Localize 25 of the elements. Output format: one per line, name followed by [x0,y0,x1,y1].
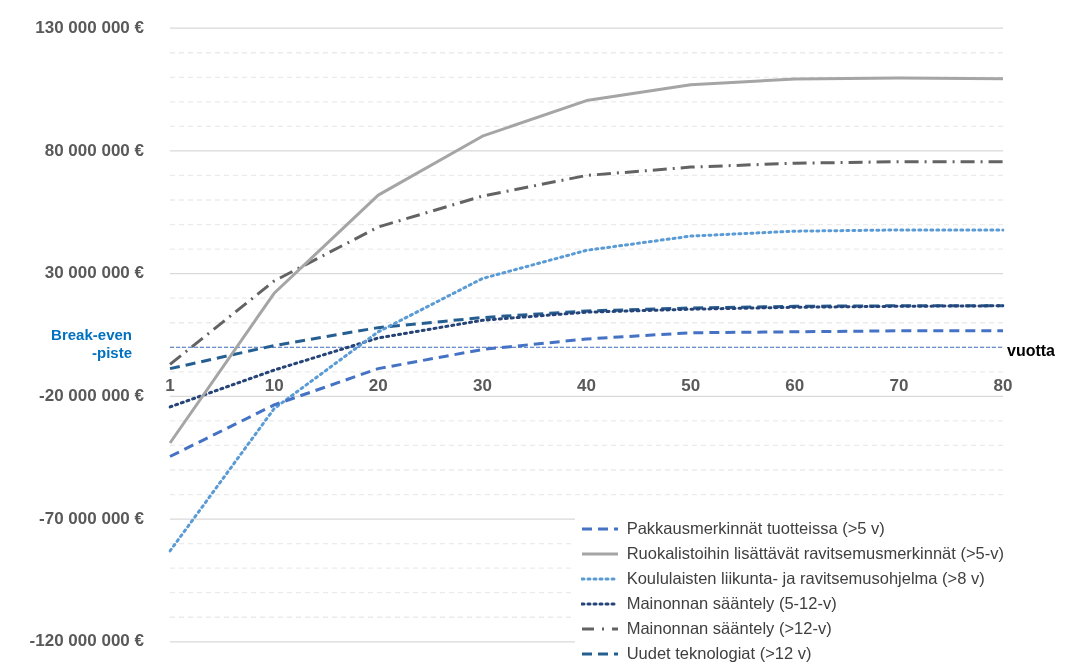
x-tick-label: 50 [681,375,701,395]
legend-label: Mainonnan sääntely (>12-v) [626,619,832,638]
y-tick-label: -120 000 000 € [29,631,145,651]
y-tick-label: -20 000 000 € [39,386,145,406]
x-axis-title: vuotta [1007,341,1056,359]
legend-label: Pakkausmerkinnät tuotteissa (>5 v) [626,519,885,538]
legend-label: Uudet teknologiat (>12 v) [626,644,812,663]
y-tick-label: 130 000 000 € [35,17,145,37]
line-series [168,304,1005,371]
x-tick-label: 60 [785,375,805,395]
x-tick-label: 30 [472,375,492,395]
x-tick-label: 80 [993,375,1013,395]
legend-label: Mainonnan sääntely (5-12-v) [626,594,837,613]
ref-line-label: Break-even -piste [51,326,132,362]
x-tick-label: 1 [165,375,175,395]
legend-label: Ruokalistoihin lisättävät ravitsemusmerkinnät (>5-v) [626,544,1004,563]
line-series [168,160,1005,366]
x-tick-label: 10 [264,375,284,395]
y-tick-label: 30 000 000 € [44,263,145,283]
legend-label: Koululaisten liikunta- ja ravitsemusohjelma (>8 v) [626,569,985,588]
x-tick-label: 70 [889,375,909,395]
y-tick-label: 80 000 000 € [44,140,145,160]
y-tick-label: -70 000 000 € [39,508,145,528]
x-tick-label: 20 [368,375,388,395]
x-tick-label: 40 [577,375,596,395]
